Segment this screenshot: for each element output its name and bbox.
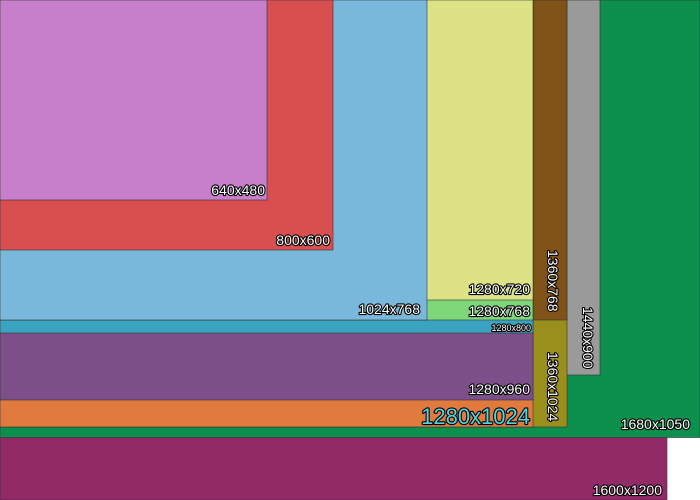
resolution-label: 1680x1050 <box>621 416 691 432</box>
resolution-label: 1600x1200 <box>593 482 663 498</box>
resolution-rect <box>0 0 268 201</box>
resolution-label: 640x480 <box>211 182 265 198</box>
resolution-label: 1280x960 <box>468 381 530 397</box>
resolution-label: 1280x1024 <box>421 404 530 429</box>
resolution-label: 800x600 <box>276 232 330 248</box>
resolution-label: 1360x1024 <box>545 352 561 422</box>
resolution-label: 1360x768 <box>545 250 561 312</box>
resolution-label: 1280x720 <box>468 281 530 297</box>
resolution-label: 1280x800 <box>491 323 531 333</box>
resolution-label: 1440x900 <box>580 307 596 369</box>
resolution-label: 1280x768 <box>468 303 530 319</box>
resolution-label: 1024x768 <box>358 301 420 317</box>
